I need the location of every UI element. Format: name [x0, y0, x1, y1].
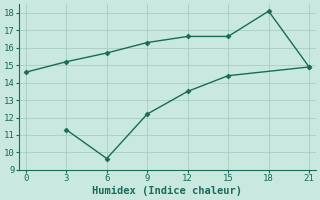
X-axis label: Humidex (Indice chaleur): Humidex (Indice chaleur) [92, 186, 243, 196]
